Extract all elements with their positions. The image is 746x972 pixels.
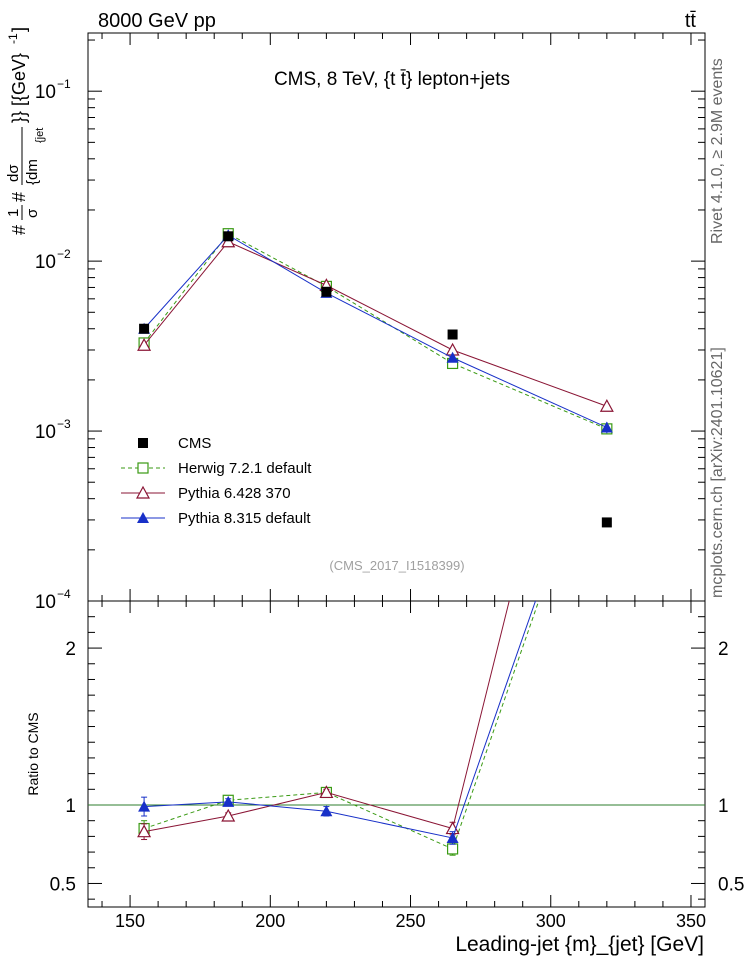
ratio-point-pythia-8-315-default <box>138 800 151 812</box>
legend-label-pythia-6-428-370: Pythia 6.428 370 <box>178 485 291 502</box>
plot-title: CMS, 8 TeV, {t t̄} lepton+jets <box>274 69 510 90</box>
y-tick-label-exponent: −1 <box>57 77 71 91</box>
x-tick-label: 300 <box>536 911 566 931</box>
point-pythia-8-315-default <box>600 421 613 433</box>
legend-marker-pythia-8-315-default <box>137 512 149 523</box>
y-tick-label-base: 10 <box>35 592 56 613</box>
x-tick-label: 250 <box>395 911 425 931</box>
ratio-point-pythia-6-428-370 <box>137 824 152 838</box>
ratio-y-tick-label-right: 1 <box>718 796 729 817</box>
point-cms <box>223 231 234 242</box>
rivet-label: Rivet 4.1.0, ≥ 2.9M events <box>709 58 726 244</box>
ratio-y-tick-label: 0.5 <box>50 874 76 895</box>
ylabel-close: ] <box>9 27 29 32</box>
ratio-y-tick-label-right: 2 <box>718 639 729 660</box>
legend-marker-pythia-6-428-370 <box>135 485 151 499</box>
ratio-point-pythia-8-315-default <box>446 831 459 843</box>
process-label: tt̄ <box>685 10 697 32</box>
y-tick-label-base: 10 <box>35 422 56 443</box>
ylabel-one: 1 <box>5 209 22 217</box>
y-tick-label-base: 10 <box>35 82 56 103</box>
ylabel-hash-2: # <box>9 192 29 202</box>
ratio-y-axis-label: Ratio to CMS <box>25 712 41 795</box>
y-tick-label-base: 10 <box>35 252 56 273</box>
ratio-series-layer <box>137 203 613 856</box>
x-tick-label: 350 <box>676 911 706 931</box>
main-y-axis-label: # 1 σ # dσ {dm {jet }} [{GeV} -1 ] <box>5 27 46 235</box>
point-pythia-8-315-default <box>446 351 459 363</box>
ylabel-dsigma: dσ <box>5 164 22 182</box>
energy-label: 8000 GeV pp <box>98 10 216 32</box>
ratio-axes: 150 200 250 300 350 0.5 0.5 1 1 2 2 <box>50 601 744 931</box>
x-axis-label: Leading-jet {m}_{jet} [GeV] <box>455 933 704 956</box>
point-pythia-6-428-370 <box>599 398 614 412</box>
point-cms <box>139 323 150 334</box>
ylabel-hash-1: # <box>9 225 29 235</box>
ylabel-dm: {dm <box>24 159 41 185</box>
mcplots-label: mcplots.cern.ch [arXiv:2401.10621] <box>709 347 726 598</box>
legend: CMS Herwig 7.2.1 default Pythia 6.428 370 P… <box>121 435 312 527</box>
ratio-point-pythia-6-428-370 <box>601 203 613 214</box>
legend-label-pythia-8-315-default: Pythia 8.315 default <box>178 510 311 527</box>
ratio-point-pythia-8-315-default <box>222 795 235 807</box>
point-cms <box>321 286 332 297</box>
y-tick-label-exponent: −3 <box>57 417 71 431</box>
point-cms <box>601 517 612 528</box>
ratio-y-tick-label: 1 <box>65 796 76 817</box>
legend-label-herwig-7-2-1-default: Herwig 7.2.1 default <box>178 460 312 477</box>
ratio-point-herwig-7-2-1-default <box>446 843 459 855</box>
legend-marker-herwig-7-2-1-default <box>137 462 149 474</box>
series-line-pythia-6-428-370 <box>143 241 608 407</box>
point-cms <box>447 329 458 340</box>
ylabel-unit: }} [{GeV} <box>9 53 29 123</box>
series-line-pythia-8-315-default <box>143 234 608 428</box>
ratio-plot-frame <box>87 600 706 908</box>
series-line-herwig-7-2-1-default <box>143 233 608 430</box>
point-pythia-6-428-370 <box>137 337 152 351</box>
x-tick-label: 200 <box>255 911 285 931</box>
ylabel-exp: -1 <box>6 33 20 44</box>
legend-label-cms: CMS <box>178 435 211 452</box>
main-axes: 10−110−210−310−4 <box>35 33 705 613</box>
x-tick-label: 150 <box>115 911 145 931</box>
ratio-point-pythia-8-315-default <box>320 805 333 817</box>
ylabel-jet: {jet <box>34 128 46 143</box>
ratio-point-pythia-6-428-370 <box>221 808 236 822</box>
legend-marker-cms <box>138 438 148 448</box>
ylabel-sigma: σ <box>24 208 41 218</box>
ratio-y-tick-label-right: 0.5 <box>718 874 744 895</box>
ratio-line-herwig-7-2-1-default <box>143 601 540 850</box>
ratio-point-pythia-6-428-370 <box>319 785 334 799</box>
y-tick-label-exponent: −4 <box>57 587 71 601</box>
main-series-layer <box>137 228 614 528</box>
analysis-watermark: (CMS_2017_I1518399) <box>329 558 464 573</box>
ratio-y-tick-label: 2 <box>65 639 76 660</box>
y-tick-label-exponent: −2 <box>57 247 71 261</box>
